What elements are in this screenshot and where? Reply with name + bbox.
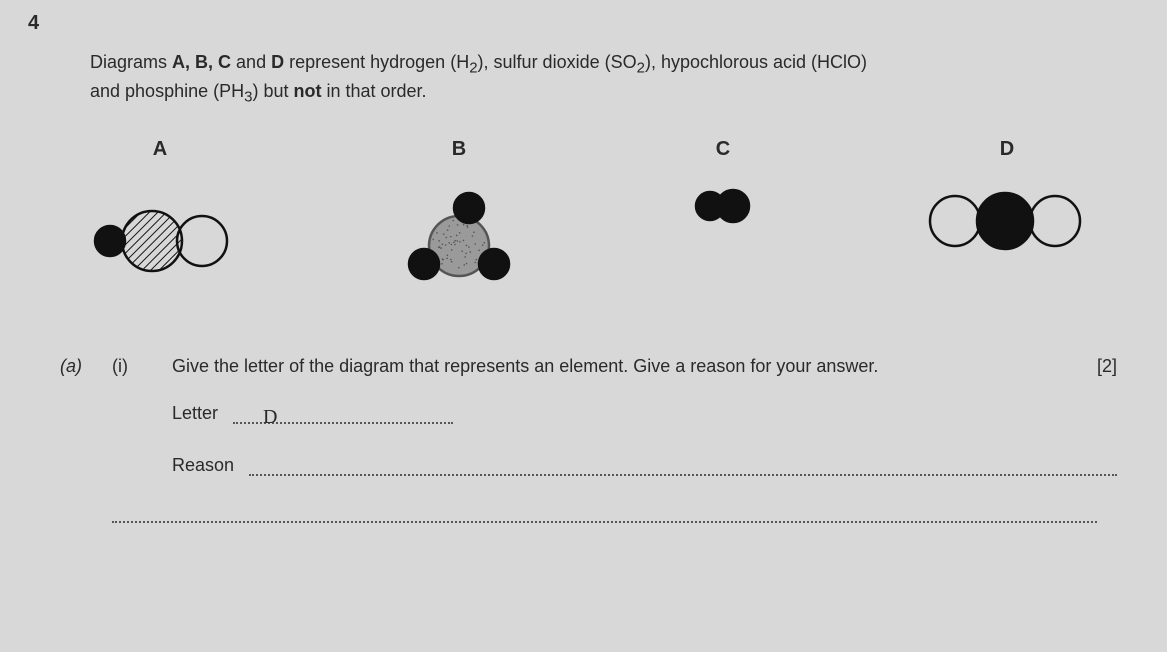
letter-label: Letter xyxy=(172,403,218,424)
letter-row: Letter D xyxy=(172,402,1117,424)
stem-bold-not: not xyxy=(293,81,321,101)
letter-blank[interactable]: D xyxy=(233,402,453,424)
stem-and: and xyxy=(231,52,271,72)
q-bold-letter: letter xyxy=(244,356,284,376)
diagrams-row: A B C D xyxy=(90,138,1117,286)
marks: [2] xyxy=(1077,356,1117,377)
stem-line2-tail: in that order. xyxy=(321,81,426,101)
diagram-B-label: B xyxy=(452,138,466,161)
stem-after-so2: ), hypochlorous acid (HClO) xyxy=(645,52,867,72)
sub-h2: 2 xyxy=(469,60,477,77)
question-stem: Diagrams A, B, C and D represent hydroge… xyxy=(90,50,1117,108)
diagram-B: B xyxy=(399,138,519,286)
stem-line2-pre: and phosphine (PH xyxy=(90,81,244,101)
stem-bold-d: D xyxy=(271,52,284,72)
letter-answer: D xyxy=(233,406,277,428)
diagram-C-svg xyxy=(688,186,758,226)
diagram-C: C xyxy=(688,138,758,226)
stem-bold-abcd: A, B, C xyxy=(172,52,231,72)
diagram-D-svg xyxy=(927,186,1087,256)
reason-row: Reason xyxy=(172,454,1117,476)
q-pre: Give the xyxy=(172,356,244,376)
diagram-A-label: A xyxy=(153,138,167,161)
sub-so2: 2 xyxy=(637,60,645,77)
stem-post: represent hydrogen (H xyxy=(284,52,469,72)
stem-line2-post: ) but xyxy=(252,81,293,101)
diagram-B-svg xyxy=(399,186,519,286)
stem-after-h2: ), sulfur dioxide (SO xyxy=(478,52,637,72)
diagram-D: D xyxy=(927,138,1087,256)
part-question: Give the letter of the diagram that repr… xyxy=(172,356,1117,377)
part-i-label: (i) xyxy=(112,356,142,523)
stem-text: Diagrams xyxy=(90,52,172,72)
diagram-A-svg xyxy=(90,186,230,276)
part-a-label: (a) xyxy=(60,356,82,523)
q-post: of the diagram that represents an elemen… xyxy=(284,356,878,376)
part-a: (a) (i) Give the letter of the diagram t… xyxy=(60,356,1117,523)
reason-blank-1[interactable] xyxy=(249,454,1117,476)
diagram-C-label: C xyxy=(716,138,730,161)
part-body: Give the letter of the diagram that repr… xyxy=(172,356,1117,523)
diagram-D-label: D xyxy=(1000,138,1014,161)
reason-blank-2[interactable] xyxy=(112,501,1097,523)
diagram-A: A xyxy=(90,138,230,276)
question-number: 4 xyxy=(28,12,39,35)
reason-label: Reason xyxy=(172,455,234,476)
